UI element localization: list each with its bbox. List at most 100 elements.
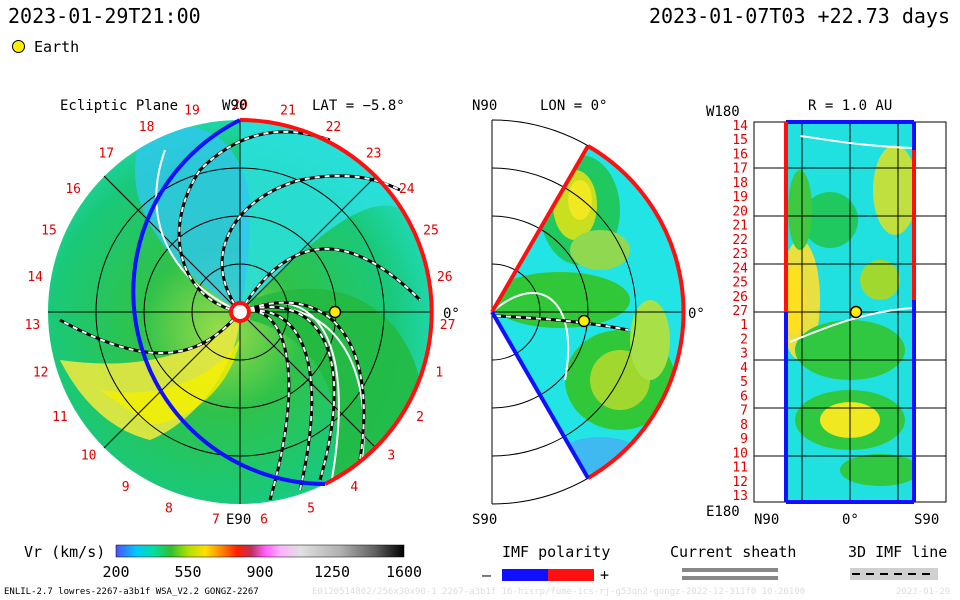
meridional-positive-polarity — [586, 144, 686, 480]
colorbar-tick-label: 900 — [246, 563, 273, 581]
carrington-label: 12 — [33, 366, 49, 381]
carrington-label: 11 — [52, 410, 68, 425]
colorbar-tick-label: 550 — [174, 563, 201, 581]
ecliptic-lat-label: LAT = −5.8° — [312, 98, 405, 114]
sphere-y-label: 7 — [740, 404, 748, 419]
sphere-y-label: 27 — [732, 304, 748, 319]
carrington-label: 23 — [366, 147, 382, 162]
carrington-label: 22 — [326, 120, 342, 135]
imf-positive-swatch — [548, 569, 594, 581]
sphere-y-label: 24 — [732, 261, 748, 276]
earth-legend: Earth — [12, 38, 79, 56]
carrington-label: 6 — [260, 513, 268, 528]
meridional-north-edge — [490, 144, 590, 314]
sphere-top-left-label: W180 — [706, 104, 740, 120]
meridional-imf-line — [495, 314, 629, 332]
sphere-y-labels: 1415161718192021222324252627123456789101… — [732, 119, 748, 504]
carrington-label: 5 — [307, 502, 315, 517]
sphere-y-label: 2 — [740, 333, 748, 348]
carrington-label: 19 — [184, 104, 200, 119]
ecliptic-panel — [48, 118, 434, 504]
sphere-y-label: 1 — [740, 318, 748, 333]
sphere-x-label-0: 0° — [842, 512, 859, 528]
model-datetime: 2023-01-29T21:00 — [8, 4, 201, 28]
sphere-y-label: 11 — [732, 461, 748, 476]
sphere-x-label-s90: S90 — [914, 512, 939, 528]
footer-model-info: ENLIL-2.7 lowres-2267-a3b1f WSA_V2.2 GON… — [4, 587, 259, 597]
sphere-x-label-n90: N90 — [754, 512, 779, 528]
meridional-south-edge — [490, 310, 590, 480]
carrington-label: 17 — [98, 147, 114, 162]
sphere-y-label: 26 — [732, 290, 748, 305]
sphere-y-label: 20 — [732, 204, 748, 219]
sphere-y-label: 23 — [732, 247, 748, 262]
carrington-label: 27 — [440, 318, 456, 333]
ecliptic-positive-polarity — [239, 118, 434, 486]
carrington-label: 20 — [232, 98, 248, 113]
imf-line-label: 3D IMF line — [848, 543, 948, 561]
carrington-label: 4 — [350, 480, 358, 495]
reference-datetime: 2023-01-07T03 +22.73 days — [648, 4, 950, 28]
carrington-label: 1 — [435, 366, 443, 381]
ecliptic-imf-dashes — [59, 130, 421, 501]
sphere-y-label: 14 — [732, 119, 748, 134]
sphere-y-label: 19 — [732, 190, 748, 205]
sphere-earth-icon — [849, 305, 863, 319]
sphere-y-label: 10 — [732, 446, 748, 461]
colorbar — [115, 544, 405, 558]
current-sheath-label: Current sheath — [670, 543, 797, 561]
sphere-y-label: 6 — [740, 389, 748, 404]
sphere-y-label: 21 — [732, 219, 748, 234]
earth-legend-icon — [12, 40, 25, 53]
meridional-earth-icon — [577, 314, 591, 328]
colorbar-ticks: 200 550 900 1250 1600 — [102, 563, 422, 581]
carrington-label: 3 — [387, 449, 395, 464]
carrington-label: 13 — [25, 318, 41, 333]
colorbar-tick-label: 200 — [102, 563, 129, 581]
meridional-lon-label: LON = 0° — [540, 98, 607, 114]
sphere-y-label: 4 — [740, 361, 748, 376]
sphere-y-label: 16 — [732, 148, 748, 163]
ecliptic-top-label: W90 — [222, 98, 247, 114]
footer-date: 2023-01-29 — [896, 587, 951, 597]
colorbar-tick-label: 1600 — [386, 563, 422, 581]
sphere-y-label: 13 — [732, 489, 748, 504]
sphere-y-label: 18 — [732, 176, 748, 191]
sun-icon — [229, 301, 251, 323]
ecliptic-earth-icon — [328, 305, 342, 319]
sphere-y-label: 15 — [732, 133, 748, 148]
footer-run-info: E0120514802/256x30x90-1 2267-a3b1f 16-hi… — [312, 587, 806, 597]
sphere-y-label: 5 — [740, 375, 748, 390]
meridional-bottom-label: S90 — [472, 512, 497, 528]
carrington-label: 2 — [416, 410, 424, 425]
meridional-top-label: N90 — [472, 98, 497, 114]
colorbar-tick-label: 1250 — [314, 563, 350, 581]
ecliptic-right-label: 0° — [443, 306, 460, 322]
sphere-y-label: 9 — [740, 432, 748, 447]
imf-negative-swatch — [502, 569, 548, 581]
carrington-label: 8 — [165, 502, 173, 517]
carrington-label: 18 — [139, 120, 155, 135]
carrington-label: 9 — [122, 480, 130, 495]
earth-legend-label: Earth — [34, 38, 80, 56]
imf-minus-label: – — [482, 566, 492, 584]
meridional-right-label: 0° — [688, 306, 705, 322]
sphere-y-label: 22 — [732, 233, 748, 248]
current-sheath-swatch-top — [682, 568, 778, 572]
carrington-label: 24 — [399, 182, 415, 197]
ecliptic-title: Ecliptic Plane — [60, 98, 178, 114]
colorbar-label: Vr (km/s) — [24, 543, 106, 561]
sphere-sheath-upper — [799, 135, 913, 149]
sphere-y-label: 17 — [732, 162, 748, 177]
ecliptic-carrington-labels: 20 21222324252627123456789101112131415161… — [25, 98, 456, 528]
ecliptic-bottom-label: E90 — [226, 512, 251, 528]
carrington-label: 14 — [27, 270, 43, 285]
sphere-r-label: R = 1.0 AU — [808, 98, 892, 114]
sphere-y-label: 25 — [732, 276, 748, 291]
sphere-panel — [753, 120, 947, 504]
sphere-bottom-left-label: E180 — [706, 504, 740, 520]
imf-plus-label: + — [600, 566, 610, 584]
current-sheath-swatch-bottom — [682, 576, 778, 580]
carrington-label: 15 — [41, 224, 57, 239]
carrington-label: 16 — [65, 182, 81, 197]
